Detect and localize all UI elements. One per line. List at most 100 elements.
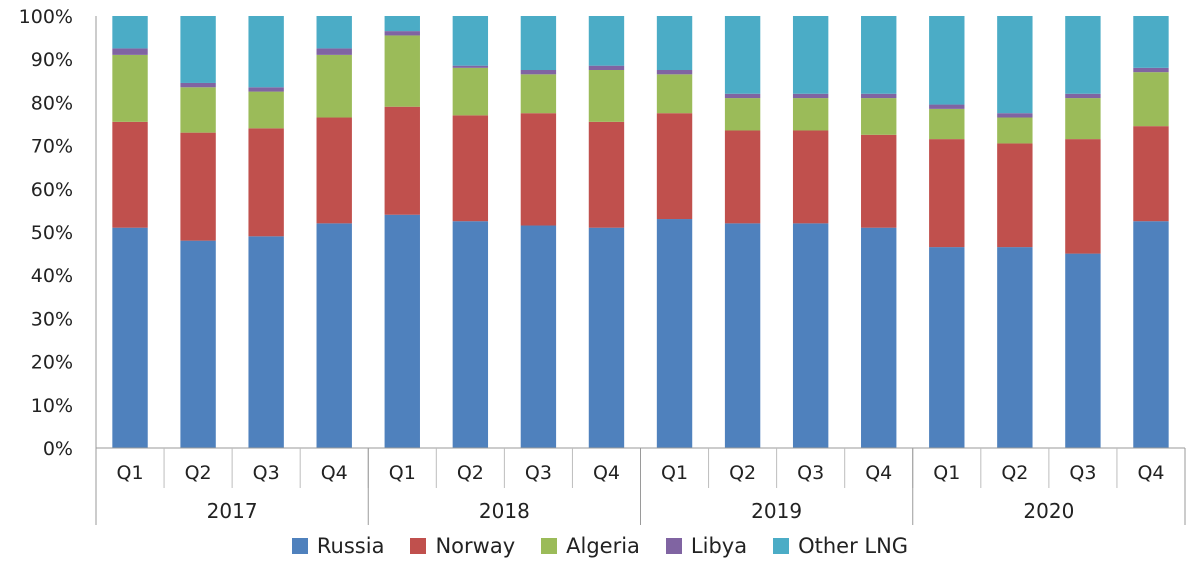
bar-norway <box>520 113 557 226</box>
legend-item-libya: Libya <box>665 534 748 558</box>
bar-other-lng <box>112 16 148 49</box>
y-tick-label: 90% <box>31 49 73 71</box>
bar-russia <box>1065 253 1101 448</box>
bar-norway <box>588 121 625 228</box>
bar-libya <box>861 93 897 99</box>
bar-libya <box>929 104 965 109</box>
bar-algeria <box>724 98 761 131</box>
bar-russia <box>997 247 1033 448</box>
legend-swatch-russia <box>291 538 308 554</box>
bar-algeria <box>1133 72 1169 127</box>
bar-russia <box>112 227 148 448</box>
bar-russia <box>316 223 352 448</box>
x-tick-label: Q2 <box>1001 462 1028 484</box>
y-tick-label: 0% <box>43 438 73 460</box>
bar-norway <box>861 134 897 228</box>
bar-other-lng <box>520 16 557 70</box>
x-tick-label: Q2 <box>457 462 484 484</box>
bar-libya <box>724 93 761 99</box>
bar-norway <box>792 130 829 224</box>
bar-libya <box>656 70 693 75</box>
bar-norway <box>384 106 420 215</box>
bar-other-lng <box>997 16 1033 114</box>
legend-item-norway: Norway <box>410 534 515 558</box>
bar-libya <box>180 82 216 88</box>
bar-algeria <box>316 54 352 118</box>
bar-libya <box>248 87 284 92</box>
bar-algeria <box>588 70 625 122</box>
y-tick-label: 50% <box>31 222 73 244</box>
x-tick-label: Q2 <box>729 462 756 484</box>
bar-algeria <box>112 54 148 122</box>
bar-other-lng <box>724 16 761 94</box>
bar-other-lng <box>180 16 216 83</box>
bar-russia <box>588 227 625 448</box>
bar-libya <box>792 93 829 99</box>
y-tick-label: 70% <box>31 136 73 158</box>
bar-norway <box>112 121 148 228</box>
bar-other-lng <box>792 16 829 94</box>
legend-label-libya: Libya <box>690 534 748 558</box>
bar-norway <box>997 143 1033 248</box>
bar-russia <box>520 225 557 448</box>
bar-other-lng <box>1065 16 1101 94</box>
bar-libya <box>588 65 625 70</box>
year-label: 2018 <box>479 499 530 523</box>
x-tick-label: Q3 <box>1069 462 1096 484</box>
x-tick-label: Q4 <box>1137 462 1164 484</box>
bar-libya <box>384 31 420 36</box>
year-label: 2020 <box>1023 499 1074 523</box>
bar-algeria <box>929 108 965 140</box>
bar-other-lng <box>1133 16 1169 68</box>
bar-other-lng <box>248 16 284 88</box>
legend-swatch-algeria <box>541 538 558 554</box>
x-tick-label: Q1 <box>933 462 960 484</box>
x-tick-label: Q3 <box>253 462 280 484</box>
y-tick-label: 40% <box>31 265 73 287</box>
bar-other-lng <box>452 16 489 66</box>
x-tick-label: Q1 <box>389 462 416 484</box>
bar-libya <box>1133 67 1169 73</box>
bar-norway <box>929 139 965 248</box>
bar-russia <box>452 221 489 448</box>
year-label: 2019 <box>751 499 802 523</box>
bar-norway <box>316 117 352 224</box>
bar-algeria <box>861 98 897 135</box>
bar-russia <box>724 223 761 448</box>
legend-item-algeria: Algeria <box>541 534 640 558</box>
legend-label-russia: Russia <box>316 534 385 558</box>
bar-russia <box>180 240 216 448</box>
bar-algeria <box>656 74 693 114</box>
bar-libya <box>997 113 1033 118</box>
bar-algeria <box>248 91 284 129</box>
y-tick-label: 60% <box>31 179 73 201</box>
bar-norway <box>656 113 693 220</box>
bar-norway <box>1133 126 1169 222</box>
y-tick-label: 20% <box>31 352 73 374</box>
x-tick-label: Q1 <box>117 462 144 484</box>
bar-norway <box>1065 139 1101 254</box>
legend-swatch-other-lng <box>773 538 790 554</box>
legend: Russia Norway Algeria Libya Other LNG <box>0 528 1200 564</box>
x-tick-label: Q3 <box>525 462 552 484</box>
bar-algeria <box>452 67 489 116</box>
bar-norway <box>452 115 489 222</box>
bar-algeria <box>997 117 1033 144</box>
bar-russia <box>792 223 829 448</box>
x-tick-label: Q4 <box>593 462 620 484</box>
x-tick-label: Q1 <box>661 462 688 484</box>
legend-item-other-lng: Other LNG <box>773 534 908 558</box>
legend-label-other-lng: Other LNG <box>798 534 909 558</box>
bar-libya <box>1065 93 1101 99</box>
bar-libya <box>520 70 557 75</box>
y-tick-label: 80% <box>31 92 73 114</box>
bar-norway <box>248 128 284 237</box>
bar-other-lng <box>861 16 897 94</box>
bar-other-lng <box>384 16 420 32</box>
bar-russia <box>384 214 420 448</box>
legend-label-algeria: Algeria <box>566 534 640 558</box>
bar-algeria <box>792 98 829 131</box>
bar-russia <box>861 227 897 448</box>
x-tick-label: Q4 <box>321 462 348 484</box>
